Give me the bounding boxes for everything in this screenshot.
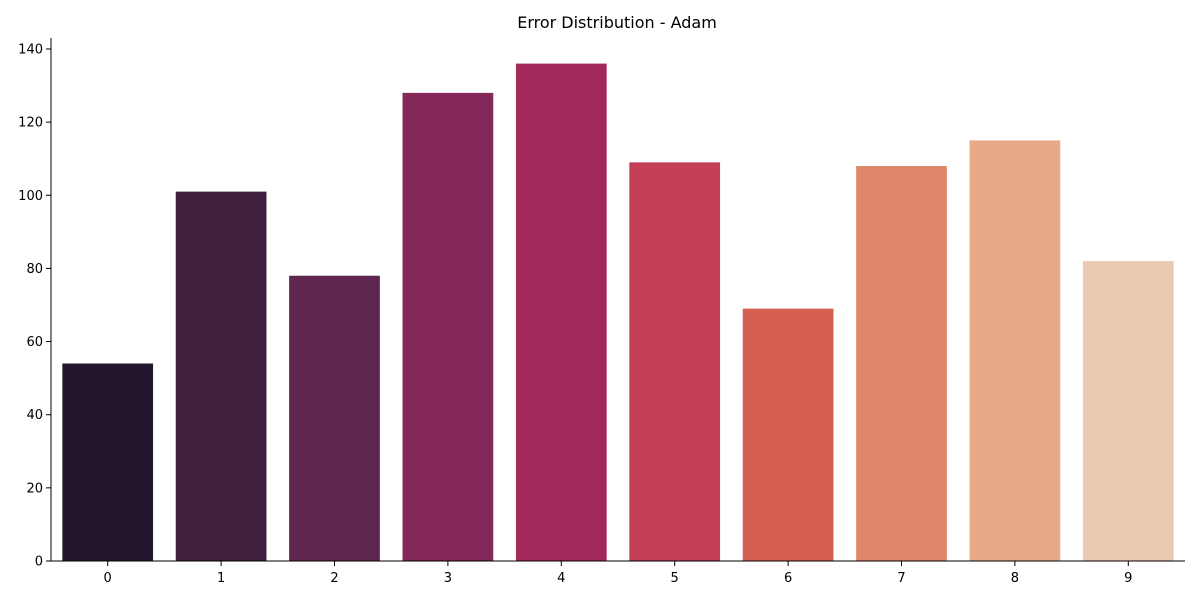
x-tick-label: 1 <box>217 571 225 586</box>
y-tick-label: 0 <box>35 555 43 570</box>
bar-1 <box>175 191 267 562</box>
x-tick-label: 0 <box>104 571 112 586</box>
bar-9 <box>1082 261 1174 561</box>
bar-4 <box>515 63 607 561</box>
x-tick-label: 4 <box>557 571 565 586</box>
y-tick-label: 60 <box>26 335 43 350</box>
bar-5 <box>629 162 721 561</box>
bar-3 <box>402 92 494 562</box>
x-tick-label: 5 <box>671 571 679 586</box>
bar-2 <box>289 275 380 561</box>
x-tick-label: 8 <box>1011 571 1019 586</box>
bar-7 <box>856 166 947 561</box>
y-tick-label: 80 <box>26 262 43 277</box>
x-tick-label: 2 <box>330 571 338 586</box>
y-tick-label: 140 <box>18 42 43 57</box>
x-tick-label: 9 <box>1124 571 1132 586</box>
y-tick-label: 40 <box>26 408 43 423</box>
x-tick-label: 6 <box>784 571 792 586</box>
bar-8 <box>969 140 1061 561</box>
bar-0 <box>62 363 154 561</box>
chart-title: Error Distribution - Adam <box>517 13 717 32</box>
y-tick-label: 120 <box>18 116 43 131</box>
bar-6 <box>742 308 834 561</box>
bars-layer <box>62 63 1174 562</box>
x-tick-label: 7 <box>897 571 905 586</box>
y-tick-label: 100 <box>18 189 43 204</box>
x-tick-label: 3 <box>444 571 452 586</box>
y-tick-label: 20 <box>26 481 43 496</box>
axes-layer: 0 20 40 60 80 100 120 140 0 1 2 3 4 5 6 7 8 9 <box>18 38 1185 586</box>
